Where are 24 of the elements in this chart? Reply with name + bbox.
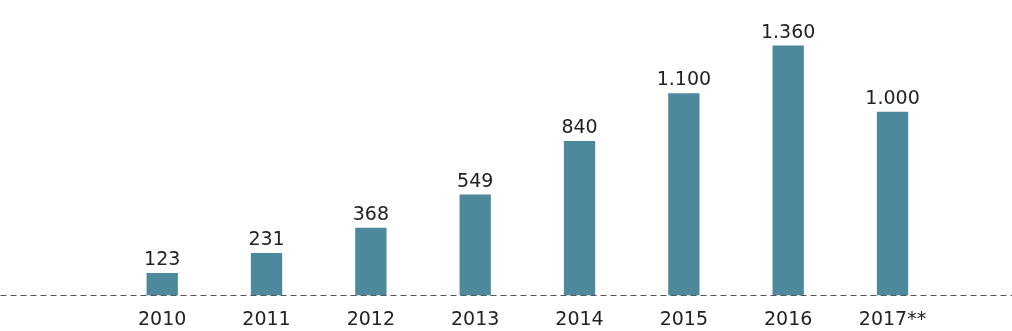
bar bbox=[146, 272, 178, 296]
x-tick-label: 2015 bbox=[659, 306, 709, 329]
bar bbox=[250, 253, 283, 296]
x-tick-label: 2011 bbox=[242, 306, 291, 329]
bar bbox=[459, 194, 491, 296]
data-label: 1.000 bbox=[865, 85, 920, 108]
x-tick-label: 2014 bbox=[555, 306, 604, 329]
bar bbox=[668, 93, 700, 296]
data-label: 840 bbox=[561, 115, 598, 138]
data-label: 549 bbox=[457, 168, 494, 191]
x-tick-label: 2017** bbox=[858, 306, 927, 329]
bar bbox=[355, 227, 387, 296]
x-tick-label: 2016 bbox=[764, 306, 813, 329]
data-label: 368 bbox=[352, 201, 389, 224]
x-tick-label: 2010 bbox=[138, 306, 187, 329]
data-label: 1.100 bbox=[656, 67, 712, 90]
bar bbox=[563, 141, 596, 296]
x-tick-label: 2012 bbox=[346, 306, 396, 329]
bar bbox=[772, 45, 804, 296]
data-label: 1.360 bbox=[760, 19, 816, 42]
bar bbox=[876, 111, 909, 296]
x-tick-label: 2013 bbox=[451, 306, 500, 329]
data-label: 231 bbox=[248, 227, 285, 250]
data-label: 123 bbox=[144, 246, 181, 269]
